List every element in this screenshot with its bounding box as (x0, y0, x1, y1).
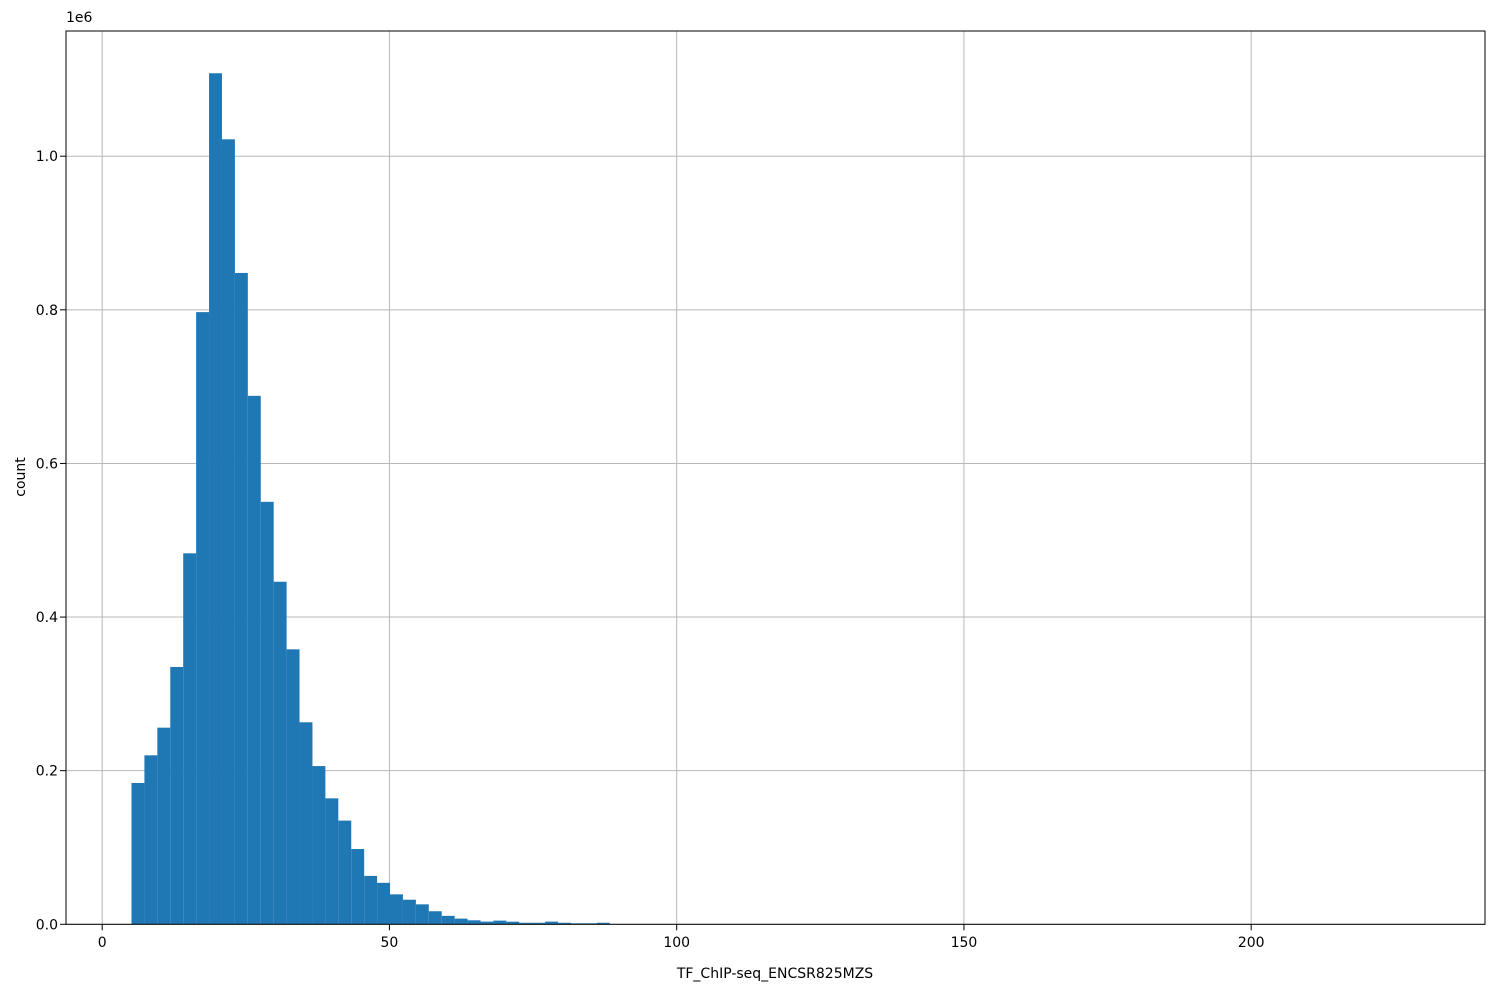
histogram-bar (144, 755, 158, 925)
histogram-bar (415, 904, 429, 925)
histogram-bar (247, 395, 261, 925)
histogram-bar (454, 918, 468, 925)
histogram-bar (377, 882, 391, 925)
x-tick-label: 100 (663, 935, 690, 951)
histogram-bar (196, 312, 210, 925)
y-axis-label: count (13, 457, 29, 497)
histogram-bar (273, 581, 287, 925)
x-tick-label: 200 (1238, 935, 1265, 951)
histogram-bar (209, 73, 222, 925)
histogram-bar (467, 920, 481, 925)
histogram-bar (390, 894, 403, 925)
histogram-bar (221, 139, 235, 925)
histogram-bar (351, 849, 365, 925)
histogram-bar (545, 921, 559, 925)
histogram-bar (532, 922, 546, 925)
histogram-bar (325, 798, 339, 925)
x-tick-label: 50 (381, 935, 399, 951)
histogram-bar (519, 922, 533, 925)
y-tick-label: 0.8 (36, 303, 58, 319)
y-axis-offset-label: 1e6 (66, 10, 93, 26)
histogram-bar (234, 272, 248, 925)
histogram-bar (506, 921, 520, 925)
histogram-bar (480, 921, 494, 925)
histogram-bar (428, 911, 442, 925)
histogram-bar (338, 820, 352, 925)
y-tick-label: 0.2 (36, 764, 58, 780)
y-tick-label: 0.0 (36, 917, 58, 933)
histogram-bar (558, 922, 571, 925)
plot-border (65, 30, 1486, 925)
histogram-bar (260, 501, 274, 925)
histogram-bar (286, 649, 300, 925)
y-tick-label: 0.4 (36, 610, 58, 626)
histogram-bar (364, 875, 378, 925)
histogram-bar (493, 920, 507, 925)
histogram-bar (312, 766, 326, 925)
histogram-bar (157, 727, 171, 925)
histogram-bar (596, 922, 610, 925)
x-tick-label: 0 (98, 935, 107, 951)
y-tick-label: 1.0 (36, 149, 58, 165)
y-tick-label: 0.6 (36, 456, 58, 472)
histogram-bar (299, 722, 313, 925)
histogram-bar (183, 553, 197, 925)
histogram-bar (170, 666, 184, 925)
histogram-bar (131, 782, 145, 925)
x-tick-label: 150 (951, 935, 978, 951)
histogram-bar (441, 915, 455, 925)
histogram-bar (402, 899, 416, 925)
x-axis-label: TF_ChIP-seq_ENCSR825MZS (676, 966, 874, 982)
